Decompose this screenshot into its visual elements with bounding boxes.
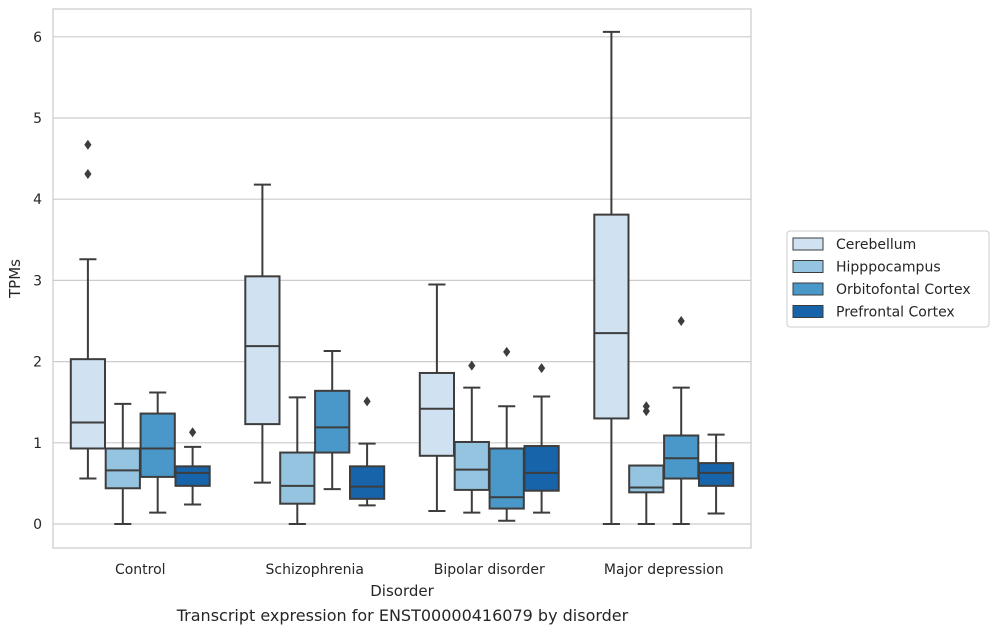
box-body — [523, 445, 560, 492]
legend-label: Cerebellum — [836, 237, 916, 253]
legend: Cerebellum Hipppocampus Orbitofontal Corte… — [786, 230, 990, 328]
box-body — [279, 451, 316, 505]
x-tick-label: Bipolar disorder — [434, 562, 545, 578]
legend-swatch — [792, 237, 824, 251]
box-hipppocampus-3 — [628, 401, 665, 525]
outlier-point — [84, 169, 92, 180]
x-axis-label: Disorder — [370, 582, 434, 600]
box-body — [69, 358, 107, 450]
box-hipppocampus-1 — [279, 396, 316, 525]
outlier-point — [677, 316, 685, 326]
box-orbitofontal-cortex-2 — [488, 346, 525, 522]
x-tick-labels: Control Schizophrenia Bipolar disorder Majo… — [115, 562, 724, 578]
y-tick-label: 2 — [33, 355, 42, 371]
box-body — [348, 465, 386, 500]
legend-item: Prefrontal Cortex — [792, 305, 955, 321]
legend-items: Cerebellum Hipppocampus Orbitofontal Corte… — [792, 237, 971, 321]
box-orbitofontal-cortex-3 — [663, 316, 700, 525]
y-tick-label: 6 — [33, 30, 42, 46]
y-tick-label: 0 — [33, 517, 42, 533]
y-tick-label: 5 — [33, 111, 42, 127]
box-body — [488, 447, 525, 510]
box-body — [453, 440, 490, 491]
legend-label: Prefrontal Cortex — [836, 305, 955, 321]
box-body — [314, 389, 351, 454]
box-body — [174, 465, 211, 487]
legend-swatch — [792, 305, 824, 318]
box-orbitofontal-cortex-0 — [139, 391, 176, 514]
box-series — [69, 30, 735, 525]
legend-item: Hipppocampus — [792, 260, 941, 276]
box-body — [697, 462, 735, 487]
box-body — [663, 434, 700, 480]
outlier-point — [363, 396, 371, 407]
box-cerebellum-1 — [244, 183, 281, 484]
legend-item: Cerebellum — [792, 237, 916, 253]
y-tick-labels: 0 1 2 3 4 5 6 — [33, 30, 42, 533]
box-body — [244, 275, 281, 426]
box-body — [418, 371, 456, 457]
legend-item: Orbitofontal Cortex — [792, 282, 971, 298]
box-body — [139, 412, 176, 478]
box-prefrontal-cortex-3 — [697, 433, 735, 515]
box-body — [593, 213, 630, 420]
legend-label: Hipppocampus — [836, 260, 941, 276]
y-tick-label: 4 — [33, 192, 42, 208]
box-hipppocampus-0 — [104, 402, 141, 525]
box-prefrontal-cortex-0 — [174, 427, 211, 506]
legend-label: Orbitofontal Cortex — [836, 282, 971, 298]
x-tick-label: Control — [115, 562, 166, 578]
box-orbitofontal-cortex-1 — [314, 350, 351, 491]
outlier-point — [84, 139, 92, 150]
box-prefrontal-cortex-2 — [523, 363, 560, 514]
legend-swatch — [792, 260, 824, 273]
chart-caption: Transcript expression for ENST0000041607… — [176, 606, 629, 625]
outlier-point — [468, 360, 476, 371]
box-hipppocampus-2 — [453, 360, 490, 514]
outlier-point — [503, 346, 511, 357]
x-tick-label: Schizophrenia — [266, 562, 364, 578]
box-cerebellum-3 — [593, 30, 630, 525]
plot-area — [52, 8, 752, 549]
box-cerebellum-0 — [69, 139, 107, 480]
box-body — [104, 447, 141, 490]
y-tick-label: 3 — [33, 273, 42, 289]
legend-swatch — [792, 282, 824, 296]
y-axis-label: TPMs — [6, 259, 24, 299]
outlier-point — [189, 427, 197, 438]
legend-frame — [786, 230, 990, 328]
box-prefrontal-cortex-1 — [348, 396, 386, 507]
outlier-point — [538, 363, 546, 374]
x-tick-label: Major depression — [604, 562, 724, 578]
y-tick-label: 1 — [33, 436, 42, 452]
box-cerebellum-2 — [418, 283, 456, 513]
outlier-point — [642, 401, 650, 412]
